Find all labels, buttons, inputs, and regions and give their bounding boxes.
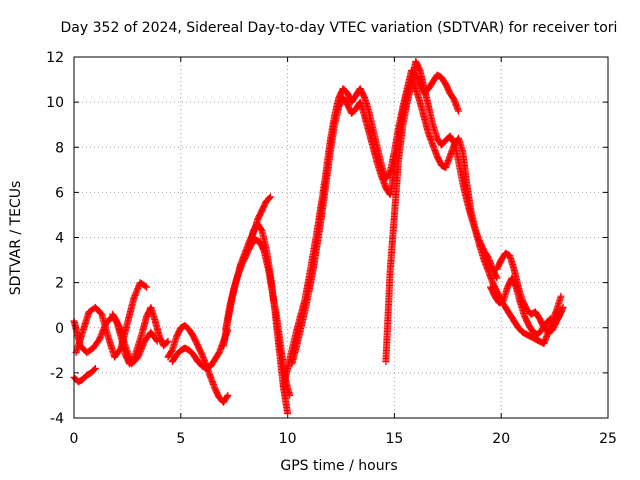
x-tick-label: 15 bbox=[385, 431, 403, 447]
chart-title: Day 352 of 2024, Sidereal Day-to-day VTE… bbox=[61, 20, 618, 36]
data-point bbox=[224, 391, 232, 399]
series-track-9 bbox=[245, 220, 292, 417]
data-point bbox=[163, 338, 171, 346]
data-point bbox=[455, 107, 462, 115]
x-tick-label: 25 bbox=[599, 431, 617, 447]
data-point bbox=[493, 274, 501, 282]
y-tick-label: 12 bbox=[46, 50, 64, 66]
series-track-11 bbox=[288, 76, 565, 368]
data-point bbox=[143, 283, 151, 291]
series-track-6 bbox=[168, 326, 232, 372]
data-point bbox=[267, 193, 274, 201]
x-tick-label: 10 bbox=[279, 431, 297, 447]
y-tick-label: -4 bbox=[50, 411, 64, 427]
series-track-5 bbox=[164, 322, 232, 406]
data-point bbox=[223, 393, 231, 401]
x-tick-label: 0 bbox=[70, 431, 79, 447]
data-point bbox=[141, 282, 149, 290]
tick-labels: 0 5 10 15 20 25 -4 -2 0 2 4 6 8 10 12 bbox=[46, 50, 617, 447]
data-point bbox=[559, 303, 567, 311]
data-point bbox=[284, 410, 292, 417]
y-axis-label: SDTVAR / TECUs bbox=[8, 181, 24, 296]
series-track-14 bbox=[487, 274, 567, 338]
y-tick-label: 0 bbox=[55, 321, 64, 337]
x-tick-label: 20 bbox=[492, 431, 510, 447]
plot-frame bbox=[73, 56, 609, 419]
data-point bbox=[557, 292, 565, 300]
y-tick-label: 2 bbox=[55, 276, 64, 292]
y-tick-label: 10 bbox=[46, 95, 64, 111]
x-tick-label: 5 bbox=[176, 431, 185, 447]
data-point bbox=[91, 364, 99, 372]
y-tick-label: 4 bbox=[55, 231, 64, 247]
data-point bbox=[90, 366, 98, 373]
series-track-10 bbox=[279, 67, 462, 390]
data-point bbox=[164, 337, 172, 345]
data-point bbox=[265, 194, 273, 202]
series-track-3 bbox=[70, 364, 99, 386]
plot-area bbox=[70, 58, 567, 417]
y-tick-label: 8 bbox=[55, 140, 64, 156]
series-track-12 bbox=[382, 58, 501, 366]
y-tick-label: -2 bbox=[50, 366, 64, 382]
x-axis-label: GPS time / hours bbox=[280, 458, 397, 474]
y-tick-label: 6 bbox=[55, 185, 64, 201]
series-track-2 bbox=[72, 279, 151, 361]
series-track-4 bbox=[108, 303, 172, 368]
